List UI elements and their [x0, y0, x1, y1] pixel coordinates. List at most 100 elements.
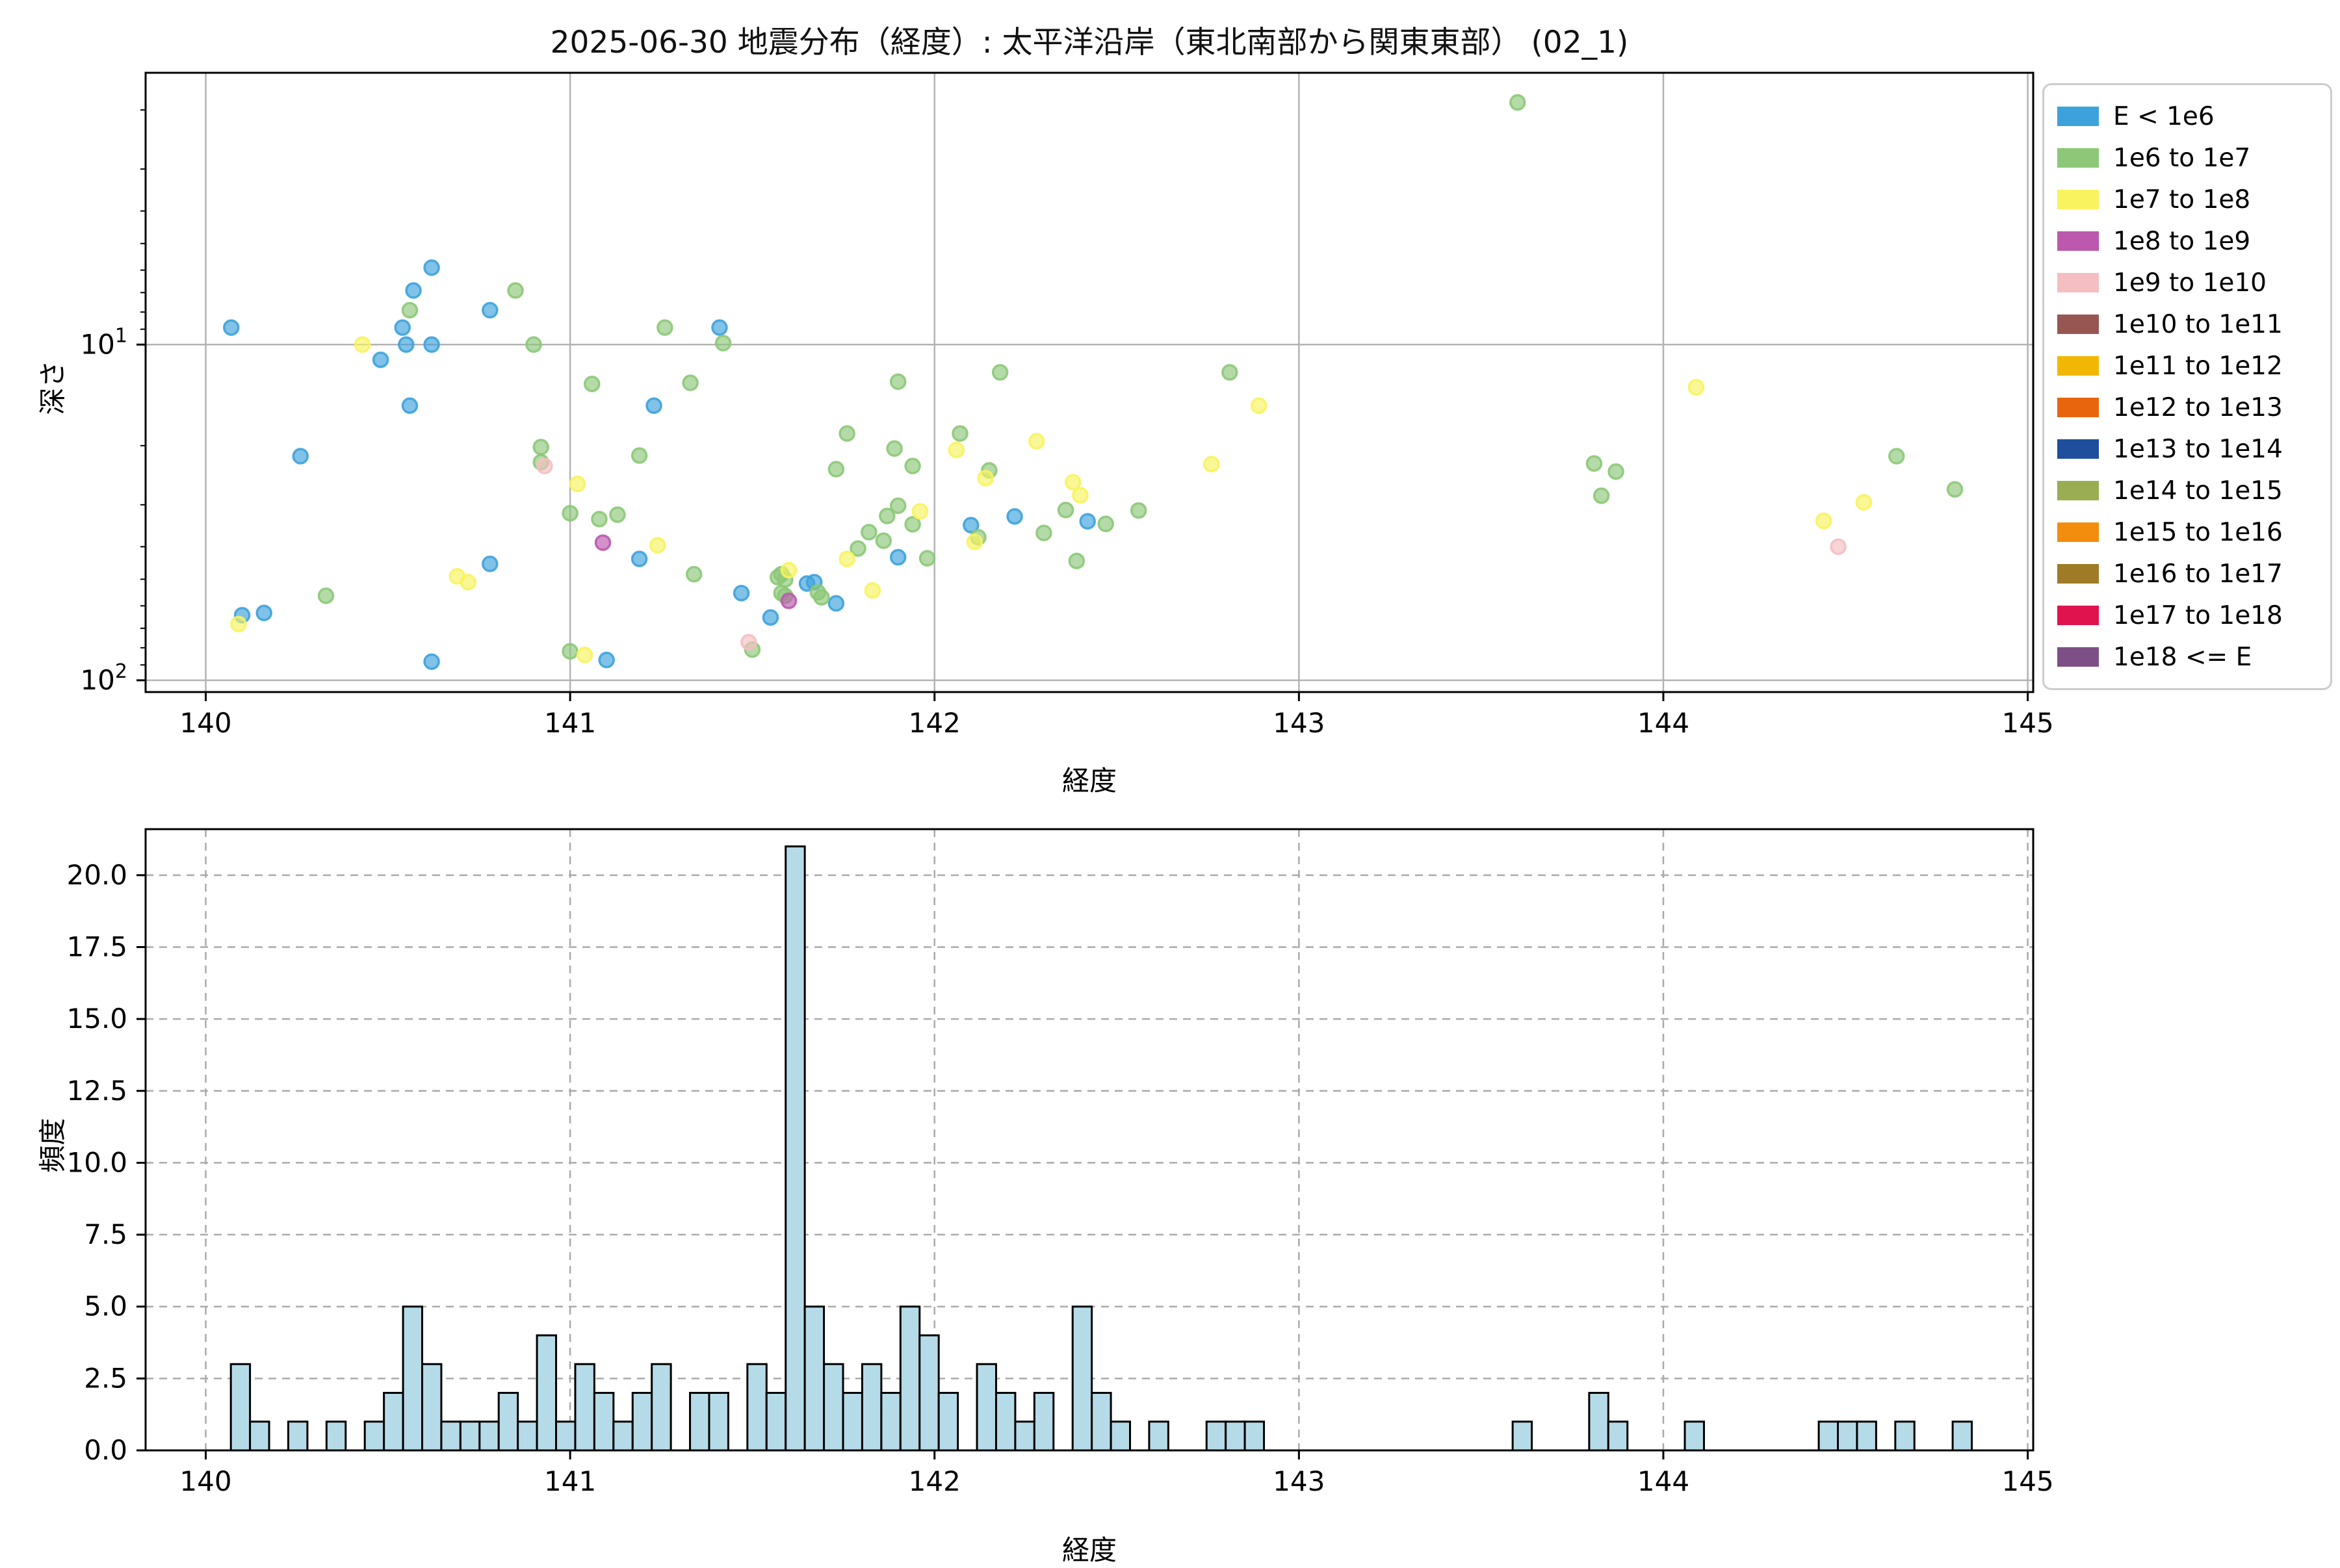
hist-y-tick-label: 2.5 [84, 1362, 127, 1394]
scatter-point [482, 555, 499, 572]
hist-bar [325, 1420, 347, 1452]
hist-y-tick-label: 0.0 [84, 1434, 127, 1466]
scatter-point [850, 540, 866, 557]
legend-label: 1e10 to 1e11 [2113, 309, 2283, 339]
scatter-point [1079, 513, 1096, 530]
hist-bar [1033, 1391, 1055, 1452]
scatter-point [656, 319, 673, 336]
hist-bar [1856, 1420, 1877, 1452]
scatter-point [1028, 433, 1045, 450]
scatter-point [889, 373, 907, 391]
scatter-point [1687, 379, 1705, 396]
scatter-point [711, 319, 728, 336]
legend-swatch [2057, 481, 2099, 500]
scatter-point [780, 561, 798, 579]
legend-label: 1e16 to 1e17 [2113, 559, 2283, 589]
hist-bar [785, 845, 806, 1452]
legend-swatch [2057, 647, 2099, 667]
hist-bar [1951, 1420, 1973, 1452]
scatter-point [911, 503, 929, 520]
scatter-point [1203, 456, 1220, 472]
hist-bar [1014, 1420, 1035, 1452]
scatter-point [904, 516, 921, 533]
hist-bar [803, 1305, 826, 1452]
hist-bar [1243, 1420, 1266, 1452]
legend-swatch [2057, 148, 2099, 168]
scatter-frame [144, 71, 2034, 693]
scatter-point [733, 585, 750, 602]
legend-item: 1e8 to 1e9 [2044, 220, 2330, 262]
scatter-point [827, 595, 845, 612]
scatter-point [460, 574, 476, 591]
scatter-point [591, 511, 608, 528]
scatter-point [562, 505, 578, 522]
hist-bar [994, 1391, 1017, 1452]
hist-y-tick-label: 20.0 [66, 859, 127, 891]
legend-item: 1e12 to 1e13 [2044, 387, 2330, 428]
hist-x-tick-label: 140 [179, 1465, 231, 1497]
scatter-y-tick-label: 101 [80, 324, 127, 360]
scatter-point [889, 548, 907, 566]
hist-bar [1607, 1420, 1629, 1452]
legend-item: 1e9 to 1e10 [2044, 262, 2330, 303]
hist-bar [899, 1305, 921, 1452]
scatter-point [401, 302, 419, 319]
scatter-point [372, 351, 389, 368]
scatter-point [966, 533, 983, 550]
legend-item: 1e6 to 1e7 [2044, 137, 2330, 179]
scatter-point [576, 647, 593, 663]
legend-item: 1e13 to 1e14 [2044, 428, 2330, 470]
scatter-point [991, 364, 1009, 381]
legend-label: 1e11 to 1e12 [2113, 351, 2283, 381]
scatter-point [1509, 94, 1526, 111]
scatter-point [525, 336, 542, 353]
scatter-point [609, 506, 626, 523]
legend-item: 1e7 to 1e8 [2044, 179, 2330, 220]
scatter-point [292, 448, 309, 465]
hist-bar [555, 1420, 577, 1452]
scatter-point [1065, 474, 1082, 491]
scatter-point [918, 550, 936, 567]
scatter-point [1592, 487, 1610, 504]
legend-item: 1e17 to 1e18 [2044, 595, 2330, 636]
hist-bar [651, 1363, 672, 1452]
scatter-x-tick-label: 141 [544, 707, 596, 739]
legend-swatch [2057, 107, 2099, 126]
hist-bar [574, 1363, 595, 1452]
scatter-point [1097, 515, 1114, 532]
scatter-point [598, 651, 615, 669]
hist-bar [1511, 1420, 1533, 1452]
legend-label: E < 1e6 [2113, 101, 2215, 131]
scatter-point [1888, 448, 1905, 465]
scatter-point [1068, 552, 1086, 569]
hist-bar [823, 1363, 844, 1452]
hist-bar [1225, 1420, 1246, 1452]
hist-y-tick-label: 7.5 [84, 1218, 127, 1250]
hist-bar [689, 1391, 710, 1452]
scatter-point [569, 475, 586, 493]
legend-label: 1e6 to 1e7 [2113, 143, 2251, 173]
scatter-point [948, 441, 965, 459]
hist-bar [708, 1391, 729, 1452]
hist-bar [1071, 1305, 1093, 1452]
legend-label: 1e15 to 1e16 [2113, 517, 2283, 547]
scatter-point [838, 425, 855, 442]
legend-item: 1e14 to 1e15 [2044, 470, 2330, 511]
legend-item: 1e16 to 1e17 [2044, 553, 2330, 595]
hist-y-tick-label: 17.5 [66, 931, 127, 962]
hist-bar [1148, 1420, 1169, 1452]
scatter-point [1221, 364, 1238, 381]
scatter-point [762, 609, 779, 626]
hist-y-tick-label: 12.5 [66, 1075, 127, 1107]
hist-bar [229, 1363, 252, 1452]
legend-label: 1e12 to 1e13 [2113, 392, 2283, 422]
hist-bar [421, 1363, 443, 1452]
legend-swatch [2057, 190, 2099, 209]
legend-item: E < 1e6 [2044, 96, 2330, 137]
hist-x-tick-label: 142 [909, 1465, 961, 1497]
scatter-point [630, 447, 648, 464]
legend-swatch [2057, 522, 2099, 542]
hist-y-tick-label: 10.0 [66, 1146, 127, 1178]
hist-bar [517, 1420, 538, 1452]
